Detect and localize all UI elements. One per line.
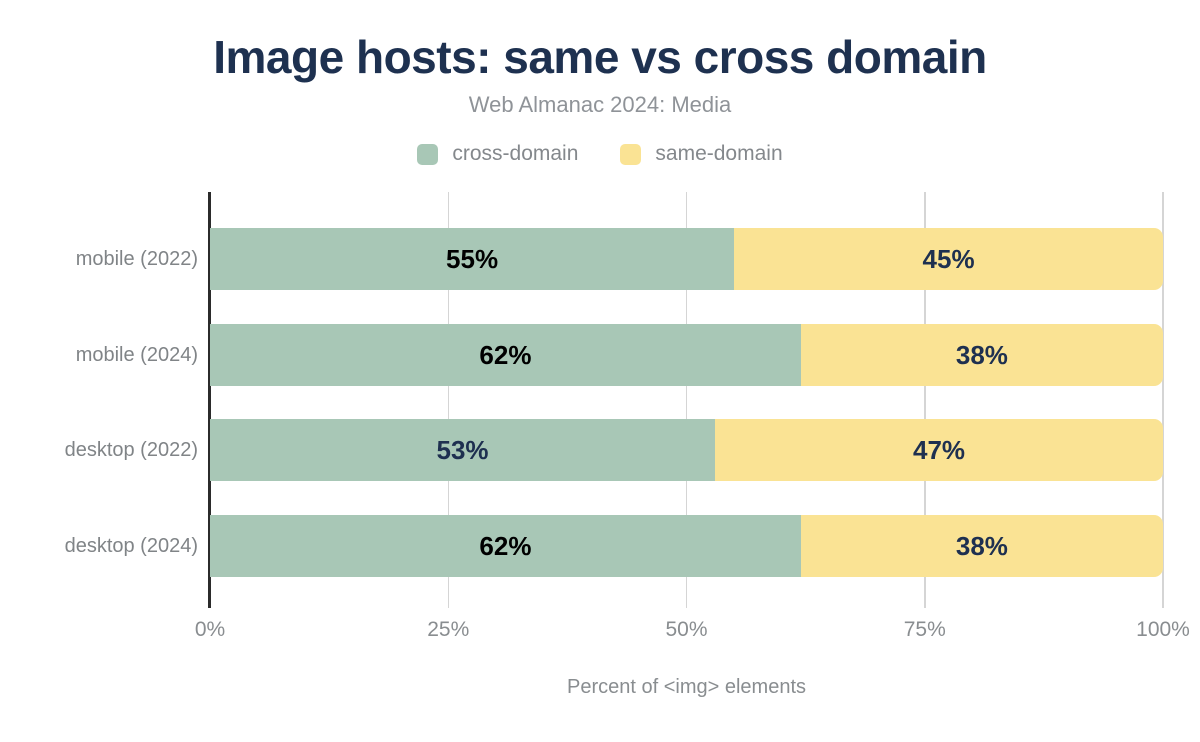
legend-item-same-domain: same-domain: [620, 142, 783, 166]
x-tick-label-100%: 100%: [1136, 618, 1190, 641]
x-tick-label-50%: 50%: [665, 618, 708, 641]
bar-value-label: 47%: [913, 434, 966, 465]
legend-item-cross-domain: cross-domain: [417, 142, 578, 166]
category-label-desktop-2024-: desktop (2024): [64, 535, 198, 557]
legend-swatch-cross-domain: [417, 143, 439, 165]
bar-segment-same-domain: 38%: [800, 515, 1163, 577]
category-label-mobile-2022-: mobile (2022): [75, 248, 198, 270]
x-tick-label-25%: 25%: [427, 618, 470, 641]
bar-row-desktop-2024-: 62% 38%: [210, 515, 1163, 577]
legend-label-cross-domain: cross-domain: [452, 142, 579, 165]
gridline-100%: [1162, 192, 1164, 608]
category-label-mobile-2024-: mobile (2024): [75, 344, 198, 366]
y-axis-line: [208, 192, 211, 608]
bar-row-mobile-2024-: 62% 38%: [210, 324, 1163, 386]
bar-segment-cross-domain: 55%: [210, 228, 735, 290]
bar-value-label: 62%: [479, 339, 532, 370]
plot-area: 55% 45% 62% 38% 53% 47% 62% 38%: [208, 192, 1164, 608]
bar-value-label: 53%: [436, 434, 489, 465]
chart-subtitle: Web Almanac 2024: Media: [468, 92, 732, 117]
legend-swatch-same-domain: [620, 143, 642, 165]
bar-value-label: 55%: [446, 243, 499, 274]
bar-value-label: 62%: [479, 530, 532, 561]
bar-value-label: 38%: [955, 339, 1008, 370]
bar-segment-cross-domain: 53%: [210, 419, 716, 481]
x-tick-label-0%: 0%: [194, 618, 226, 641]
bar-segment-same-domain: 45%: [734, 228, 1163, 290]
gridline-50%: [685, 192, 688, 608]
x-axis-title: Percent of <img> elements: [566, 676, 806, 698]
bar-segment-cross-domain: 62%: [210, 324, 801, 386]
bar-row-mobile-2022-: 55% 45%: [210, 228, 1163, 290]
legend-label-same-domain: same-domain: [655, 142, 783, 165]
bar-value-label: 38%: [955, 530, 1008, 561]
chart-title: Image hosts: same vs cross domain: [213, 31, 987, 83]
bar-value-label: 45%: [922, 243, 975, 274]
gridline-75%: [924, 192, 926, 608]
bar-segment-same-domain: 47%: [715, 419, 1163, 481]
x-tick-label-75%: 75%: [903, 618, 946, 641]
bar-segment-cross-domain: 62%: [210, 515, 801, 577]
category-label-desktop-2022-: desktop (2022): [64, 439, 198, 461]
legend: cross-domain same-domain: [0, 142, 1200, 166]
bar-row-desktop-2022-: 53% 47%: [210, 419, 1163, 481]
gridline-25%: [447, 192, 449, 608]
bar-segment-same-domain: 38%: [800, 324, 1163, 386]
